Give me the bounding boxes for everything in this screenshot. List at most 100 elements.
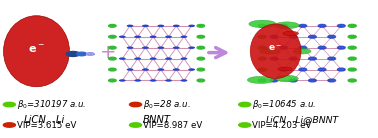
Circle shape (87, 53, 94, 55)
Circle shape (299, 68, 307, 71)
Circle shape (308, 57, 316, 60)
Text: +: + (100, 43, 116, 62)
Circle shape (348, 35, 356, 38)
Circle shape (280, 24, 287, 27)
Circle shape (188, 68, 195, 71)
Circle shape (165, 79, 172, 82)
Circle shape (289, 57, 297, 60)
Circle shape (127, 25, 133, 27)
Circle shape (188, 47, 195, 49)
Circle shape (165, 57, 172, 60)
Circle shape (258, 79, 266, 82)
Circle shape (270, 57, 278, 60)
Circle shape (150, 35, 156, 38)
Circle shape (348, 68, 356, 71)
Circle shape (3, 123, 15, 127)
Circle shape (108, 79, 116, 82)
Text: $\beta_0$=310197 a.u.: $\beta_0$=310197 a.u. (17, 98, 86, 111)
Circle shape (158, 68, 164, 71)
Circle shape (108, 46, 116, 49)
Circle shape (108, 68, 116, 71)
Circle shape (348, 57, 356, 60)
Circle shape (197, 24, 204, 27)
Text: VIP=8.987 eV: VIP=8.987 eV (143, 120, 202, 129)
Circle shape (308, 35, 316, 38)
Bar (115, 17, 199, 88)
Circle shape (197, 68, 204, 71)
Circle shape (280, 46, 287, 49)
Circle shape (188, 25, 195, 27)
Circle shape (130, 102, 141, 107)
Circle shape (299, 24, 307, 27)
Text: e$^-$: e$^-$ (28, 44, 45, 55)
Circle shape (3, 102, 15, 107)
Circle shape (239, 102, 251, 107)
Circle shape (318, 68, 326, 71)
Ellipse shape (278, 67, 292, 71)
Circle shape (258, 46, 266, 49)
Circle shape (134, 35, 141, 38)
Circle shape (173, 68, 180, 71)
Circle shape (308, 79, 316, 82)
Circle shape (328, 79, 336, 82)
Circle shape (197, 35, 204, 38)
Text: VIP=3.615 eV: VIP=3.615 eV (17, 120, 76, 129)
Circle shape (142, 25, 149, 27)
Circle shape (173, 47, 180, 49)
Circle shape (181, 57, 187, 60)
Text: LiCN…Li@BNNT: LiCN…Li@BNNT (265, 115, 339, 124)
Circle shape (289, 35, 297, 38)
Circle shape (197, 79, 204, 82)
Circle shape (150, 79, 156, 82)
Circle shape (127, 47, 133, 49)
Ellipse shape (247, 76, 274, 83)
Circle shape (348, 24, 356, 27)
Circle shape (258, 68, 266, 71)
Text: $\beta_0$=10645 a.u.: $\beta_0$=10645 a.u. (252, 98, 316, 111)
Text: $\beta_0$=28 a.u.: $\beta_0$=28 a.u. (143, 98, 190, 111)
Circle shape (338, 24, 345, 27)
Circle shape (108, 24, 116, 27)
Circle shape (239, 123, 251, 127)
Circle shape (119, 79, 126, 82)
Circle shape (165, 35, 172, 38)
Circle shape (134, 57, 141, 60)
Circle shape (299, 46, 307, 49)
Circle shape (181, 35, 187, 38)
Circle shape (127, 68, 133, 71)
Ellipse shape (250, 24, 301, 79)
Circle shape (158, 47, 164, 49)
Circle shape (108, 35, 116, 38)
Ellipse shape (249, 20, 276, 28)
Text: BNNT: BNNT (143, 115, 171, 125)
Circle shape (150, 57, 156, 60)
Circle shape (258, 57, 266, 60)
Circle shape (270, 79, 278, 82)
Circle shape (348, 46, 356, 49)
Circle shape (77, 52, 87, 56)
Circle shape (328, 35, 336, 38)
Circle shape (130, 123, 141, 127)
Circle shape (173, 25, 180, 27)
Circle shape (318, 24, 326, 27)
Circle shape (108, 57, 116, 60)
Text: LiCN…Li: LiCN…Li (23, 115, 65, 125)
Ellipse shape (293, 49, 311, 54)
Circle shape (197, 46, 204, 49)
Ellipse shape (3, 16, 70, 87)
Circle shape (270, 35, 278, 38)
Ellipse shape (283, 31, 299, 36)
Circle shape (66, 51, 80, 56)
Circle shape (348, 79, 356, 82)
Ellipse shape (275, 22, 299, 29)
Circle shape (142, 47, 149, 49)
Text: e$^-$: e$^-$ (268, 44, 282, 53)
Bar (264, 17, 351, 88)
Circle shape (134, 79, 141, 82)
Circle shape (328, 57, 336, 60)
Text: VIP=4.203 eV: VIP=4.203 eV (252, 120, 311, 129)
Circle shape (338, 46, 345, 49)
Circle shape (258, 24, 266, 27)
Circle shape (280, 68, 287, 71)
Ellipse shape (260, 48, 280, 54)
